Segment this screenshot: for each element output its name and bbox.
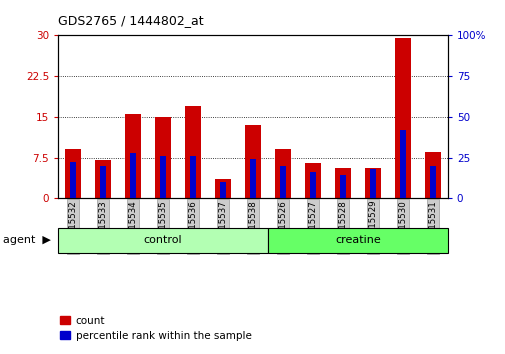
Text: GSM115526: GSM115526 xyxy=(278,200,287,253)
Bar xyxy=(155,117,171,198)
Text: creatine: creatine xyxy=(334,235,380,245)
Bar xyxy=(249,159,256,198)
Bar xyxy=(125,114,141,198)
Bar xyxy=(424,152,440,198)
Bar xyxy=(100,166,106,198)
Bar xyxy=(184,106,201,198)
Text: GSM115537: GSM115537 xyxy=(218,200,227,253)
Bar xyxy=(334,169,350,198)
Bar xyxy=(399,130,405,198)
Text: GSM115527: GSM115527 xyxy=(308,200,317,253)
Bar xyxy=(214,179,231,198)
Bar xyxy=(394,38,410,198)
Text: GDS2765 / 1444802_at: GDS2765 / 1444802_at xyxy=(58,14,204,27)
FancyBboxPatch shape xyxy=(58,228,268,253)
Text: GSM115530: GSM115530 xyxy=(397,200,407,253)
Text: GSM115529: GSM115529 xyxy=(368,200,377,252)
Text: GSM115531: GSM115531 xyxy=(427,200,436,253)
Bar xyxy=(310,172,315,198)
Bar xyxy=(364,169,380,198)
Bar xyxy=(280,166,285,198)
Bar xyxy=(190,156,195,198)
Text: GSM115538: GSM115538 xyxy=(248,200,257,253)
Bar xyxy=(429,166,435,198)
Bar xyxy=(65,149,81,198)
Text: GSM115536: GSM115536 xyxy=(188,200,197,253)
Bar xyxy=(244,125,261,198)
Bar xyxy=(369,169,375,198)
Bar xyxy=(220,182,225,198)
Bar xyxy=(130,153,136,198)
Bar xyxy=(274,149,291,198)
FancyBboxPatch shape xyxy=(268,228,447,253)
Bar xyxy=(160,156,166,198)
Bar xyxy=(304,163,321,198)
Legend: count, percentile rank within the sample: count, percentile rank within the sample xyxy=(56,312,255,345)
Bar xyxy=(70,162,76,198)
Text: control: control xyxy=(143,235,182,245)
Bar xyxy=(339,176,345,198)
Text: GSM115528: GSM115528 xyxy=(338,200,347,253)
Text: agent  ▶: agent ▶ xyxy=(3,235,50,245)
Text: GSM115532: GSM115532 xyxy=(69,200,78,253)
Text: GSM115533: GSM115533 xyxy=(98,200,108,253)
Text: GSM115535: GSM115535 xyxy=(158,200,167,253)
Bar xyxy=(95,160,111,198)
Text: GSM115534: GSM115534 xyxy=(128,200,137,253)
